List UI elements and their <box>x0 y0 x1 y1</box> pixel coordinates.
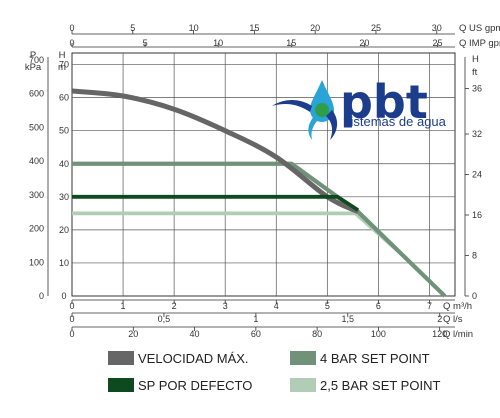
m-tick-label: 70 <box>59 60 69 70</box>
lmin-tick-label: 80 <box>312 329 322 339</box>
legend-swatch <box>290 351 316 365</box>
logo-brand: pbt <box>340 75 428 129</box>
imp-gpm-tick-label: 20 <box>359 38 369 48</box>
legend-label: SP POR DEFECTO <box>138 378 252 393</box>
ls-tick-label: 2 <box>437 314 442 324</box>
kpa-axis-title: P <box>30 50 36 61</box>
kpa-tick-label: 600 <box>29 89 44 99</box>
imp-gpm-tick-label: 25 <box>432 38 442 48</box>
kpa-tick-label: 400 <box>29 156 44 166</box>
imp-gpm-label: Q IMP gpm <box>459 38 500 49</box>
m3h-tick-label: 1 <box>121 301 126 311</box>
ft-tick-label: 16 <box>472 210 482 220</box>
ls-tick-label: 0 <box>69 314 74 324</box>
series-line-2-5-bar-set-point <box>72 211 447 298</box>
ft-tick-label: 36 <box>472 83 482 93</box>
ls-tick-label: 0,5 <box>158 314 171 324</box>
legend-label: 2,5 BAR SET POINT <box>320 378 440 393</box>
m-tick-label: 50 <box>59 126 69 136</box>
m3h-tick-label: 5 <box>325 301 330 311</box>
ls-tick-label: 1,5 <box>342 314 355 324</box>
legend-swatch <box>108 351 134 365</box>
splash-bottom-icon <box>308 116 320 140</box>
kpa-axis-unit: kPa <box>25 62 42 73</box>
us-gpm-tick-label: 0 <box>69 23 74 33</box>
m3h-tick-label: 4 <box>274 301 279 311</box>
splash-left-icon <box>272 100 312 112</box>
m-tick-label: 40 <box>59 159 69 169</box>
m-axis-title: H <box>59 50 66 61</box>
ft-tick-label: 24 <box>472 170 482 180</box>
lmin-tick-label: 120 <box>432 329 447 339</box>
imp-gpm-tick-label: 0 <box>69 38 74 48</box>
legend-label: VELOCIDAD MÁX. <box>138 351 249 366</box>
imp-gpm-tick-label: 15 <box>286 38 296 48</box>
kpa-tick-label: 700 <box>29 55 44 65</box>
splash-right-icon <box>326 110 338 140</box>
globe-icon <box>315 103 329 117</box>
kpa-tick-label: 500 <box>29 122 44 132</box>
legend-label: 4 BAR SET POINT <box>320 351 430 366</box>
m3h-tick-label: 7 <box>427 301 432 311</box>
series-line-sp-por-defecto <box>72 194 360 212</box>
ft-axis-unit: ft <box>472 67 478 78</box>
imp-gpm-tick-label: 10 <box>213 38 223 48</box>
ft-tick-label: 8 <box>472 251 477 261</box>
ls-label: Q l/s <box>443 314 463 325</box>
us-gpm-tick-label: 5 <box>130 23 135 33</box>
lmin-tick-label: 20 <box>128 329 138 339</box>
lmin-tick-label: 60 <box>251 329 261 339</box>
m-tick-label: 30 <box>59 192 69 202</box>
us-gpm-tick-label: 15 <box>249 23 259 33</box>
ft-axis-title: H <box>472 54 479 65</box>
imp-gpm-tick-label: 5 <box>143 38 148 48</box>
series <box>71 88 447 298</box>
us-gpm-tick-label: 30 <box>432 23 442 33</box>
legend-swatch <box>290 378 316 392</box>
ft-tick-label: 32 <box>472 129 482 139</box>
kpa-tick-label: 0 <box>39 291 44 301</box>
us-gpm-tick-label: 25 <box>371 23 381 33</box>
m-tick-label: 0 <box>61 291 66 301</box>
m-axis-unit: m <box>58 62 66 73</box>
kpa-tick-label: 300 <box>29 190 44 200</box>
m-tick-label: 20 <box>59 225 69 235</box>
m-tick-label: 60 <box>59 93 69 103</box>
us-gpm-label: Q US gpm <box>459 23 500 34</box>
m3h-tick-label: 0 <box>69 301 74 311</box>
kpa-tick-label: 200 <box>29 224 44 234</box>
kpa-tick-label: 100 <box>29 257 44 267</box>
m3h-label: Q m³/h <box>443 301 472 312</box>
m3h-tick-label: 6 <box>376 301 381 311</box>
m3h-tick-label: 2 <box>172 301 177 311</box>
legend-swatch <box>108 378 134 392</box>
us-gpm-tick-label: 20 <box>310 23 320 33</box>
lmin-tick-label: 40 <box>190 329 200 339</box>
plot-frame <box>71 52 456 297</box>
lmin-tick-label: 100 <box>371 329 386 339</box>
ft-tick-label: 0 <box>472 291 477 301</box>
brand-logo: pbt sistemas de agua <box>272 75 447 140</box>
ls-tick-label: 1 <box>253 314 258 324</box>
lmin-label: Q l/min <box>443 329 473 340</box>
lmin-tick-label: 0 <box>69 329 74 339</box>
logo-tagline: sistemas de agua <box>344 114 447 129</box>
legend: VELOCIDAD MÁX. 4 BAR SET POINT SP POR DEFE… <box>108 351 440 393</box>
us-gpm-tick-label: 10 <box>189 23 199 33</box>
m3h-tick-label: 3 <box>223 301 228 311</box>
m-tick-label: 10 <box>59 258 69 268</box>
